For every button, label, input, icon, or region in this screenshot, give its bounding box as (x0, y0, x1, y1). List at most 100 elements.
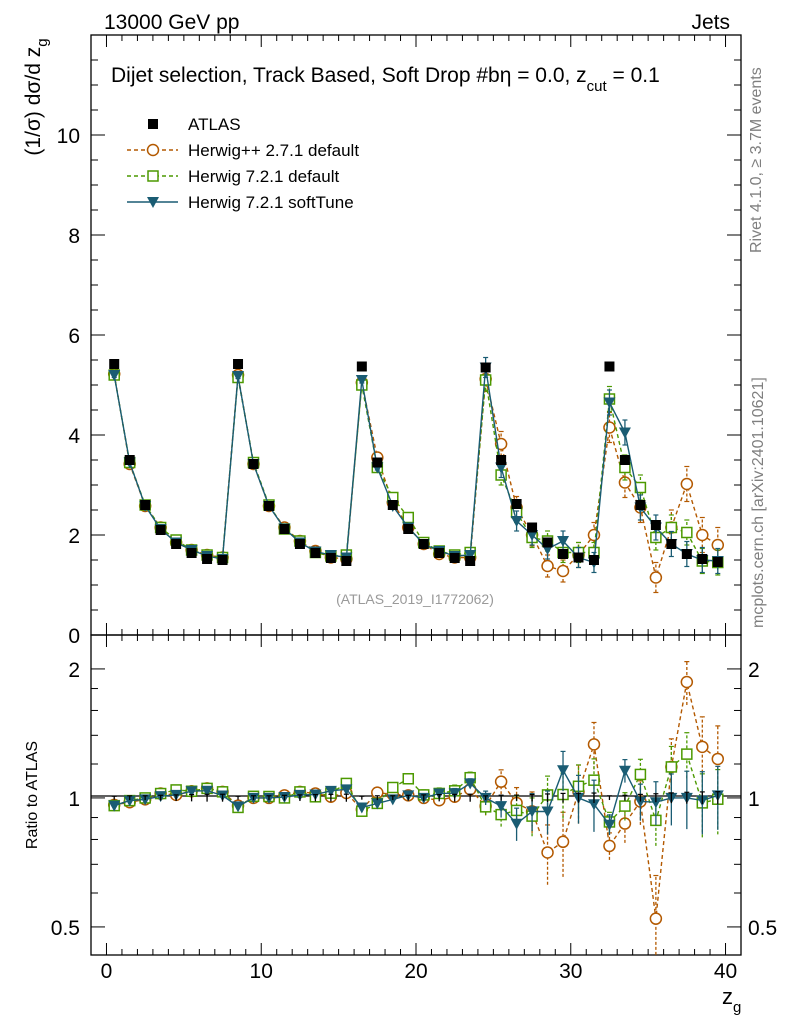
y-axis-label-main: (1/σ) dσ/d z (22, 47, 45, 156)
data-point (666, 539, 677, 549)
data-point (573, 552, 584, 563)
ratio-point (556, 835, 570, 849)
x-tick-label: 20 (404, 960, 427, 983)
ratio-point (649, 912, 663, 925)
ratio-point (526, 806, 539, 818)
data-point (697, 554, 708, 564)
series-line-herwig-2-7-1-default (113, 373, 719, 581)
y-tick-label: 2 (68, 525, 80, 548)
data-point (155, 525, 166, 535)
data-point (356, 361, 367, 372)
ratio-point (510, 818, 523, 830)
ratio-point (371, 798, 384, 810)
data-point (526, 530, 539, 541)
data-point (449, 553, 460, 563)
y-axis-label-sub: g (34, 38, 51, 46)
data-point (263, 501, 274, 511)
data-point (634, 481, 647, 494)
legend-label: ATLAS (188, 115, 241, 134)
legend-marker (146, 143, 160, 157)
y-axis-label: (1/σ) dσ/d zg (22, 38, 51, 155)
legend: ATLAS Herwig++ 2.7.1 default Herwig 7.2.1 … (127, 115, 359, 212)
y-tick-label: 8 (68, 225, 80, 248)
data-point (556, 564, 570, 578)
ratio-line-herwig-7-2-1-softtune (113, 768, 719, 827)
data-point (418, 539, 429, 549)
legend-marker (147, 197, 159, 208)
data-point (124, 455, 135, 465)
y-tick-label: 4 (68, 425, 80, 448)
data-point (279, 524, 290, 534)
plot-title-main: Dijet selection, Track Based, Soft Drop … (111, 64, 500, 87)
data-point (511, 499, 522, 509)
data-point (588, 555, 599, 565)
data-point (232, 371, 245, 382)
x-tick-label: 30 (559, 960, 582, 983)
ratio-point (619, 800, 631, 812)
ratio-y-tick-label: 2 (68, 659, 80, 682)
data-point (557, 536, 570, 547)
data-point (681, 526, 693, 539)
series-atlas (109, 359, 723, 567)
ratio-point (603, 819, 616, 831)
data-point (696, 528, 709, 542)
data-point (510, 516, 523, 527)
data-point (202, 554, 213, 564)
data-point (372, 457, 383, 468)
ratio-y-tick-label-right: 2 (748, 659, 760, 682)
plot-title-sub: cut (587, 78, 608, 95)
ratio-y-axis-label: Ratio to ATLAS (24, 741, 41, 849)
ratio-point (340, 784, 353, 796)
y-tick-label: 6 (68, 325, 80, 348)
data-point (604, 361, 615, 372)
ratio-point (587, 799, 600, 811)
ratio-point (433, 788, 446, 800)
mcplots-label: mcplots.cern.ch [arXiv:2401.10621] (750, 377, 767, 628)
data-point (496, 455, 507, 465)
data-point (649, 571, 663, 584)
plot-title: Dijet selection, Track Based, Soft Drop … (111, 64, 660, 95)
legend-marker (148, 119, 158, 129)
x-axis-label: zg (722, 984, 741, 1016)
data-point (108, 370, 121, 381)
ratio-point (185, 786, 198, 798)
ratio-point (123, 795, 136, 807)
ratio-y-tick-label-right: 0.5 (748, 917, 777, 940)
ratio-point (711, 752, 725, 766)
ratio-point (495, 801, 508, 813)
data-point (233, 359, 244, 369)
ratio-point (201, 785, 214, 797)
ratio-series-layer (107, 661, 725, 955)
ratio-point (402, 773, 415, 785)
ratio-point (680, 675, 694, 689)
data-point (402, 511, 415, 524)
rivet-version-label: Rivet 4.1.0, ≥ 3.7M events (748, 67, 765, 253)
ratio-point (665, 761, 678, 773)
data-point (434, 548, 445, 558)
data-point (186, 548, 197, 558)
x-axis-label-main: z (722, 984, 733, 1009)
data-point (587, 528, 601, 542)
data-point (217, 555, 228, 565)
data-point (171, 539, 182, 549)
series-line-herwig-7-2-1-softtune (113, 367, 718, 564)
ratio-point (541, 846, 554, 859)
data-point (650, 520, 661, 530)
ratio-y-tick-label-right: 1 (748, 788, 760, 811)
data-point (618, 427, 631, 439)
main-series-layer (107, 356, 725, 594)
ratio-point (448, 788, 461, 800)
legend-label: Herwig 7.2.1 default (188, 167, 339, 186)
x-axis-label-sub: g (733, 999, 741, 1016)
data-point (712, 557, 723, 567)
data-point (558, 549, 569, 559)
data-point (325, 553, 336, 563)
ratio-point (649, 797, 662, 809)
data-point (464, 550, 477, 561)
axis-ticks (90, 34, 742, 955)
legend-item: Herwig 7.2.1 softTune (127, 193, 354, 212)
ratio-y-tick-label: 1 (68, 788, 80, 811)
data-point (387, 500, 398, 510)
data-point (465, 556, 476, 566)
data-point (140, 500, 151, 510)
